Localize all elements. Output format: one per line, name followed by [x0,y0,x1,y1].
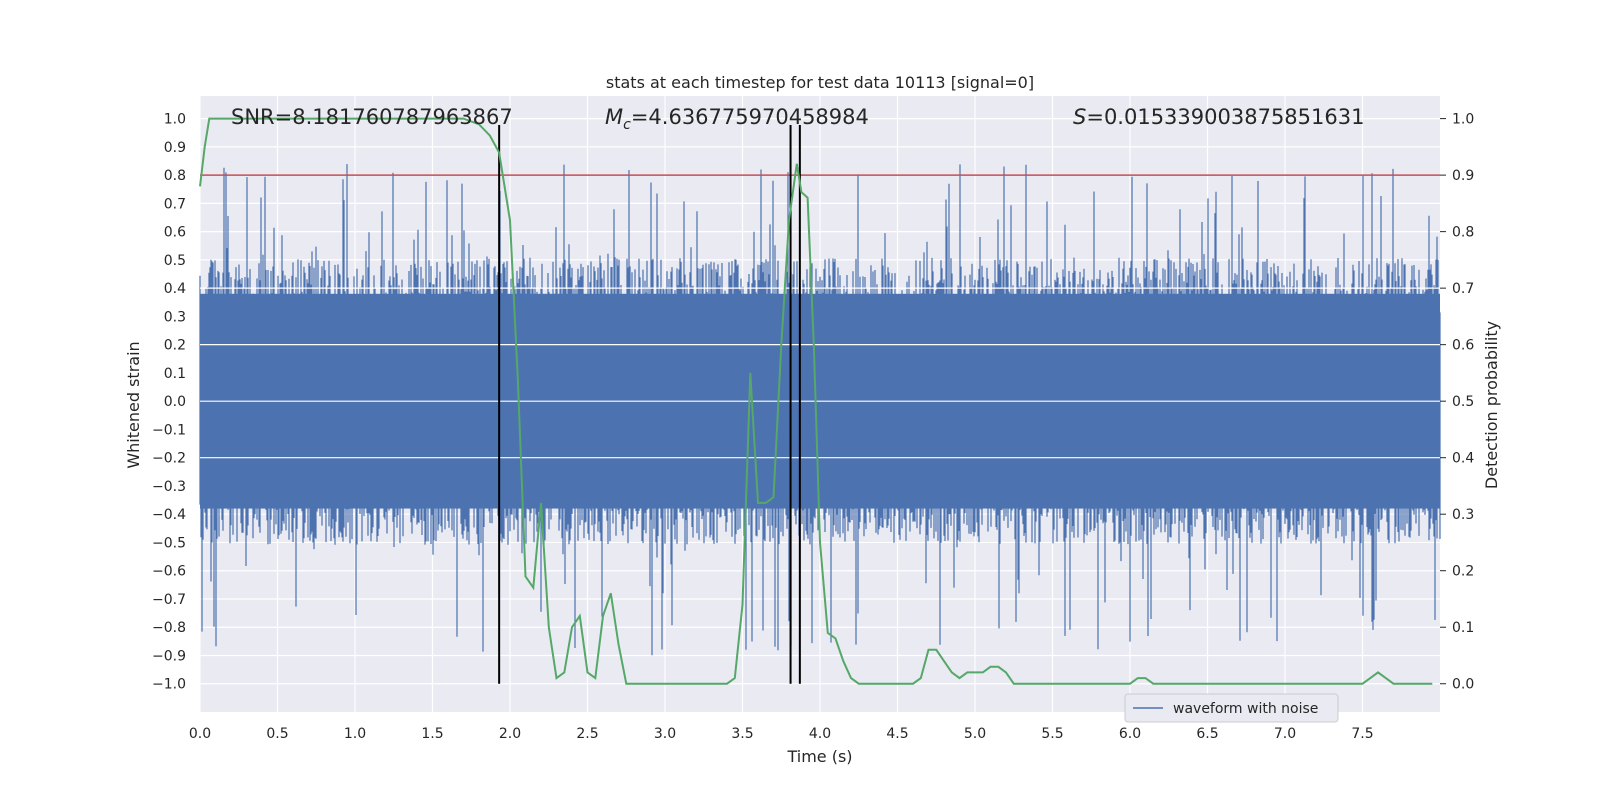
x-tick-label: 3.5 [731,726,753,742]
x-tick-label: 6.5 [1196,726,1218,742]
y-left-tick-label: 0.3 [164,309,186,325]
y-left-tick-label: 0.8 [164,168,186,184]
significance-symbol: S [1073,105,1086,129]
y-left-tick-label: 1.0 [164,112,186,128]
y-left-tick-label: −0.2 [152,451,186,467]
x-tick-label: 7.5 [1351,726,1373,742]
x-axis-ticks: 0.0 0.5 1.0 1.5 2.0 2.5 3.0 3.5 4.0 4.5 5.0 5.5 6.0 6… [189,726,1374,742]
y-left-tick-label: 0.6 [164,225,186,241]
x-tick-label: 4.0 [809,726,831,742]
legend: waveform with noise [1124,693,1339,723]
x-tick-label: 5.0 [964,726,986,742]
x-tick-label: 3.0 [654,726,676,742]
x-tick-label: 7.0 [1274,726,1296,742]
y-right-tick-label: 0.0 [1452,677,1474,693]
significance-value: =0.015339003875851631 [1086,105,1364,129]
right-axis-ticks: 1.0 0.9 0.8 0.7 0.6 0.5 0.4 0.3 0.2 0.1 0.0 [1440,112,1474,693]
y-axis-right-label: Detection probability [1482,321,1501,489]
snr-annotation: SNR=8.181760787963867 [231,105,513,129]
y-left-tick-label: 0.0 [164,394,186,410]
y-left-tick-label: 0.1 [164,366,186,382]
significance-annotation: S=0.015339003875851631 [1073,105,1364,129]
chart-overlays [199,117,1440,685]
chirp-mass-symbol: M [605,105,623,129]
y-left-tick-label: −0.5 [152,535,186,551]
x-tick-label: 6.0 [1119,726,1141,742]
y-left-tick-label: −0.8 [152,620,186,636]
y-left-tick-label: −0.9 [152,648,186,664]
chirp-mass-annotation: Mc=4.636775970458984 [605,105,869,133]
y-right-tick-label: 0.7 [1452,281,1474,297]
y-left-tick-label: −0.1 [152,422,186,438]
y-right-tick-label: 0.4 [1452,451,1474,467]
y-right-tick-label: 0.9 [1452,168,1474,184]
y-left-tick-label: −0.6 [152,564,186,580]
y-right-tick-label: 0.8 [1452,225,1474,241]
chirp-mass-subscript: c [623,117,631,133]
left-axis-ticks: 1.0 0.9 0.8 0.7 0.6 0.5 0.4 0.3 0.2 0.1 0.0 −0.1 −0.… [152,112,186,693]
y-left-tick-label: −0.4 [152,507,186,523]
x-tick-label: 1.0 [344,726,366,742]
legend-label: waveform with noise [1173,701,1318,717]
y-left-tick-label: 0.7 [164,196,186,212]
x-tick-label: 2.0 [499,726,521,742]
y-left-tick-label: 0.5 [164,253,186,269]
chart-title: stats at each timestep for test data 101… [606,73,1034,92]
probability-line [199,117,1433,685]
y-left-tick-label: 0.9 [164,140,186,156]
y-left-tick-label: 0.2 [164,338,186,354]
x-tick-label: 4.5 [886,726,908,742]
y-right-tick-label: 0.2 [1452,564,1474,580]
y-right-tick-label: 0.3 [1452,507,1474,523]
y-left-tick-label: −0.3 [152,479,186,495]
y-right-tick-label: 0.6 [1452,338,1474,354]
chirp-mass-value: =4.636775970458984 [631,105,869,129]
y-right-tick-label: 1.0 [1452,112,1474,128]
y-axis-left-label: Whitened strain [124,341,143,468]
legend-box [1124,693,1339,723]
x-tick-label: 2.5 [576,726,598,742]
y-left-tick-label: 0.4 [164,281,186,297]
x-tick-label: 0.5 [266,726,288,742]
y-left-tick-label: −0.7 [152,592,186,608]
x-tick-label: 0.0 [189,726,211,742]
y-right-tick-label: 0.5 [1452,394,1474,410]
y-left-tick-label: −1.0 [152,677,186,693]
x-tick-label: 1.5 [421,726,443,742]
y-right-tick-label: 0.1 [1452,620,1474,636]
x-axis-label: Time (s) [786,747,852,766]
x-tick-label: 5.5 [1041,726,1063,742]
